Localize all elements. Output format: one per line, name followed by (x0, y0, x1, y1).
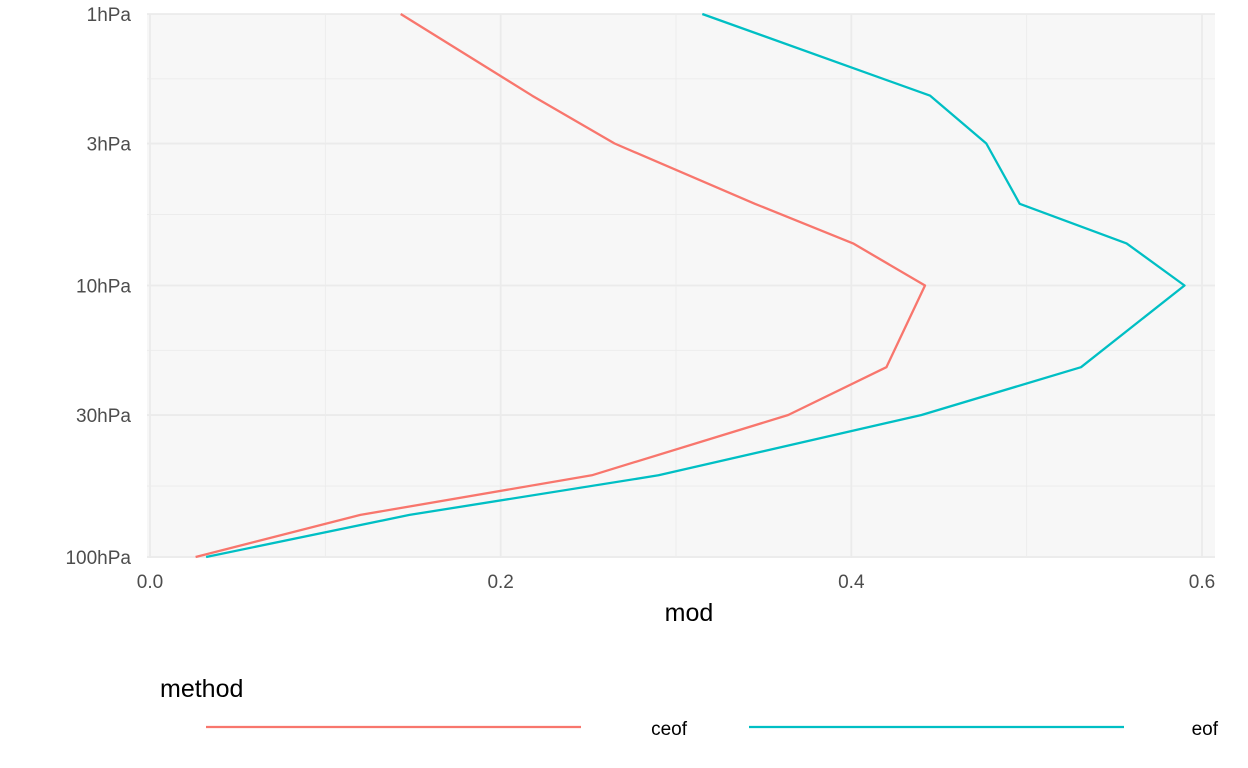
x-tick-label: 0.6 (1189, 572, 1215, 593)
x-axis-title: mod (665, 599, 714, 627)
y-tick-label: 3hPa (87, 135, 132, 156)
y-axis-tick-labels: 1hPa 3hPa 10hPa 30hPa 100hPa (65, 5, 131, 569)
legend-label-eof: eof (1192, 719, 1219, 740)
legend-label-ceof: ceof (651, 719, 688, 740)
y-tick-label: 30hPa (76, 406, 131, 427)
legend-title: method (160, 675, 243, 703)
series-line-ceof (195, 13, 927, 559)
major-gridlines (147, 13, 1215, 558)
x-tick-label: 0.4 (838, 572, 865, 593)
x-tick-label: 0.2 (487, 572, 513, 593)
legend: ceof eof (206, 719, 1219, 740)
y-tick-label: 100hPa (65, 548, 131, 569)
y-tick-label: 1hPa (87, 5, 132, 26)
series-line-eof (205, 12, 1186, 559)
series-lines (195, 12, 1186, 559)
x-axis-tick-labels: 0.0 0.2 0.4 0.6 (137, 572, 1215, 593)
x-tick-label: 0.0 (137, 572, 163, 593)
y-tick-label: 10hPa (76, 277, 131, 298)
